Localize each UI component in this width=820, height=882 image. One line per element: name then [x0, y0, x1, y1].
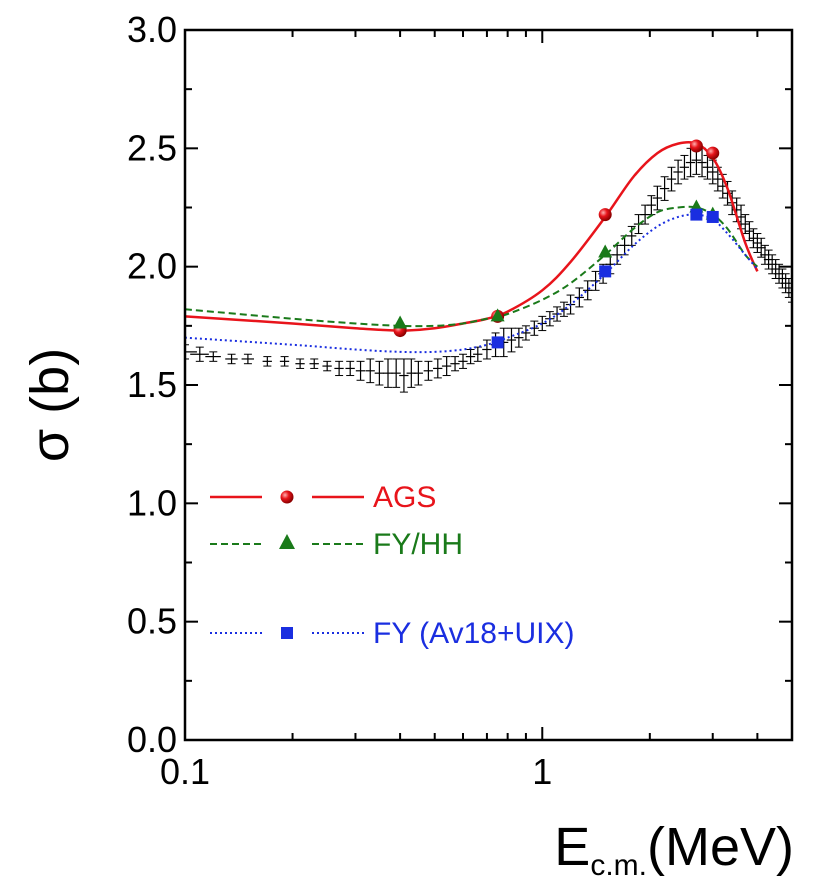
- marker-square: [706, 210, 719, 223]
- experimental-point: [365, 358, 375, 384]
- experimental-point: [713, 166, 723, 192]
- marker-square: [491, 336, 504, 349]
- legend-label-fy-av18: FY (Av18+UIX): [373, 617, 574, 650]
- experimental-point: [612, 244, 622, 265]
- experimental-point: [685, 147, 696, 178]
- experimental-point: [482, 339, 492, 360]
- x-tick-label: 1: [532, 751, 552, 792]
- experimental-point: [262, 356, 272, 367]
- theory-markers: [393, 139, 720, 349]
- x-axis-label: Ec.m.(MeV): [554, 817, 794, 882]
- experimental-point: [756, 237, 766, 258]
- experimental-point: [780, 273, 791, 294]
- experimental-point: [450, 356, 460, 372]
- experimental-point: [433, 358, 443, 379]
- marker-square: [599, 265, 612, 278]
- marker-circle: [706, 146, 720, 160]
- marker-circle: [598, 208, 612, 222]
- experimental-point: [391, 358, 401, 388]
- y-tick-label: 3.0: [127, 9, 177, 50]
- experimental-point: [752, 233, 762, 253]
- experimental-point: [295, 358, 305, 369]
- experimental-point: [666, 166, 677, 192]
- experimental-point: [697, 147, 707, 178]
- y-tick-label: 2.5: [127, 127, 177, 168]
- legend-marker-fy-av18: [281, 627, 293, 639]
- experimental-point: [673, 159, 683, 185]
- experimental-point: [383, 358, 393, 388]
- experimental-point: [506, 327, 517, 353]
- x-axis: 0.1 1: [160, 30, 759, 792]
- marker-triangle: [393, 315, 408, 329]
- marker-triangle: [598, 244, 613, 258]
- experimental-point: [744, 221, 755, 242]
- legend-entry-fy-av18: FY (Av18+UIX): [210, 617, 574, 650]
- marker-circle: [689, 139, 703, 153]
- experimental-point: [652, 185, 662, 211]
- y-tick-label: 0.0: [127, 719, 177, 760]
- experimental-point: [559, 301, 569, 317]
- x-axis-label-sub: c.m.: [590, 849, 647, 882]
- marker-square: [690, 208, 703, 221]
- experimental-point: [458, 353, 468, 369]
- experimental-point: [322, 360, 332, 372]
- curve-fyhh: [185, 205, 759, 328]
- experimental-point: [514, 327, 524, 348]
- y-axis: 0.0 0.5 1.0 1.5 2.0 2.5 3.0: [127, 9, 792, 760]
- x-axis-label-unit: (MeV): [647, 817, 794, 877]
- experimental-point: [679, 154, 690, 180]
- experimental-point: [190, 346, 209, 362]
- y-tick-label: 2.0: [127, 246, 177, 287]
- y-axis-label: σ (b): [20, 348, 80, 462]
- legend-marker-ags: [280, 490, 294, 504]
- legend-label-fyhh: FY/HH: [373, 528, 463, 561]
- experimental-point: [225, 353, 238, 365]
- experimental-point: [413, 360, 423, 386]
- legend: AGS FY/HH FY (Av18+UIX): [210, 481, 574, 650]
- marker-triangle: [490, 308, 505, 322]
- y-tick-label: 0.5: [127, 601, 177, 642]
- experimental-point: [582, 280, 593, 301]
- experimental-point: [334, 360, 344, 377]
- experimental-point: [241, 353, 254, 365]
- legend-entry-fyhh: FY/HH: [210, 528, 463, 561]
- legend-marker-fyhh: [279, 534, 295, 549]
- experimental-point: [309, 358, 319, 369]
- curve-fy-av18: [185, 213, 759, 354]
- y-tick-label: 1.5: [127, 364, 177, 405]
- experimental-data: [185, 145, 792, 393]
- y-tick-label: 1.0: [127, 482, 177, 523]
- experimental-point: [590, 270, 601, 291]
- experimental-point: [441, 356, 452, 377]
- x-tick-label: 0.1: [160, 751, 210, 792]
- experimental-point: [205, 351, 221, 362]
- experimental-point: [374, 360, 384, 386]
- experimental-point: [537, 315, 547, 332]
- experimental-point: [423, 360, 433, 381]
- experimental-point: [345, 360, 355, 377]
- experimental-point: [574, 287, 584, 308]
- experimental-point: [185, 344, 197, 360]
- experimental-point: [399, 358, 409, 393]
- experimental-point: [279, 356, 290, 367]
- x-axis-label-main: E: [554, 817, 590, 877]
- legend-label-ags: AGS: [373, 481, 436, 514]
- experimental-point: [659, 176, 670, 201]
- legend-entry-ags: AGS: [210, 481, 436, 514]
- experimental-point: [355, 360, 366, 381]
- experimental-point: [552, 306, 562, 322]
- experimental-point: [465, 349, 476, 365]
- experimental-point: [748, 228, 759, 249]
